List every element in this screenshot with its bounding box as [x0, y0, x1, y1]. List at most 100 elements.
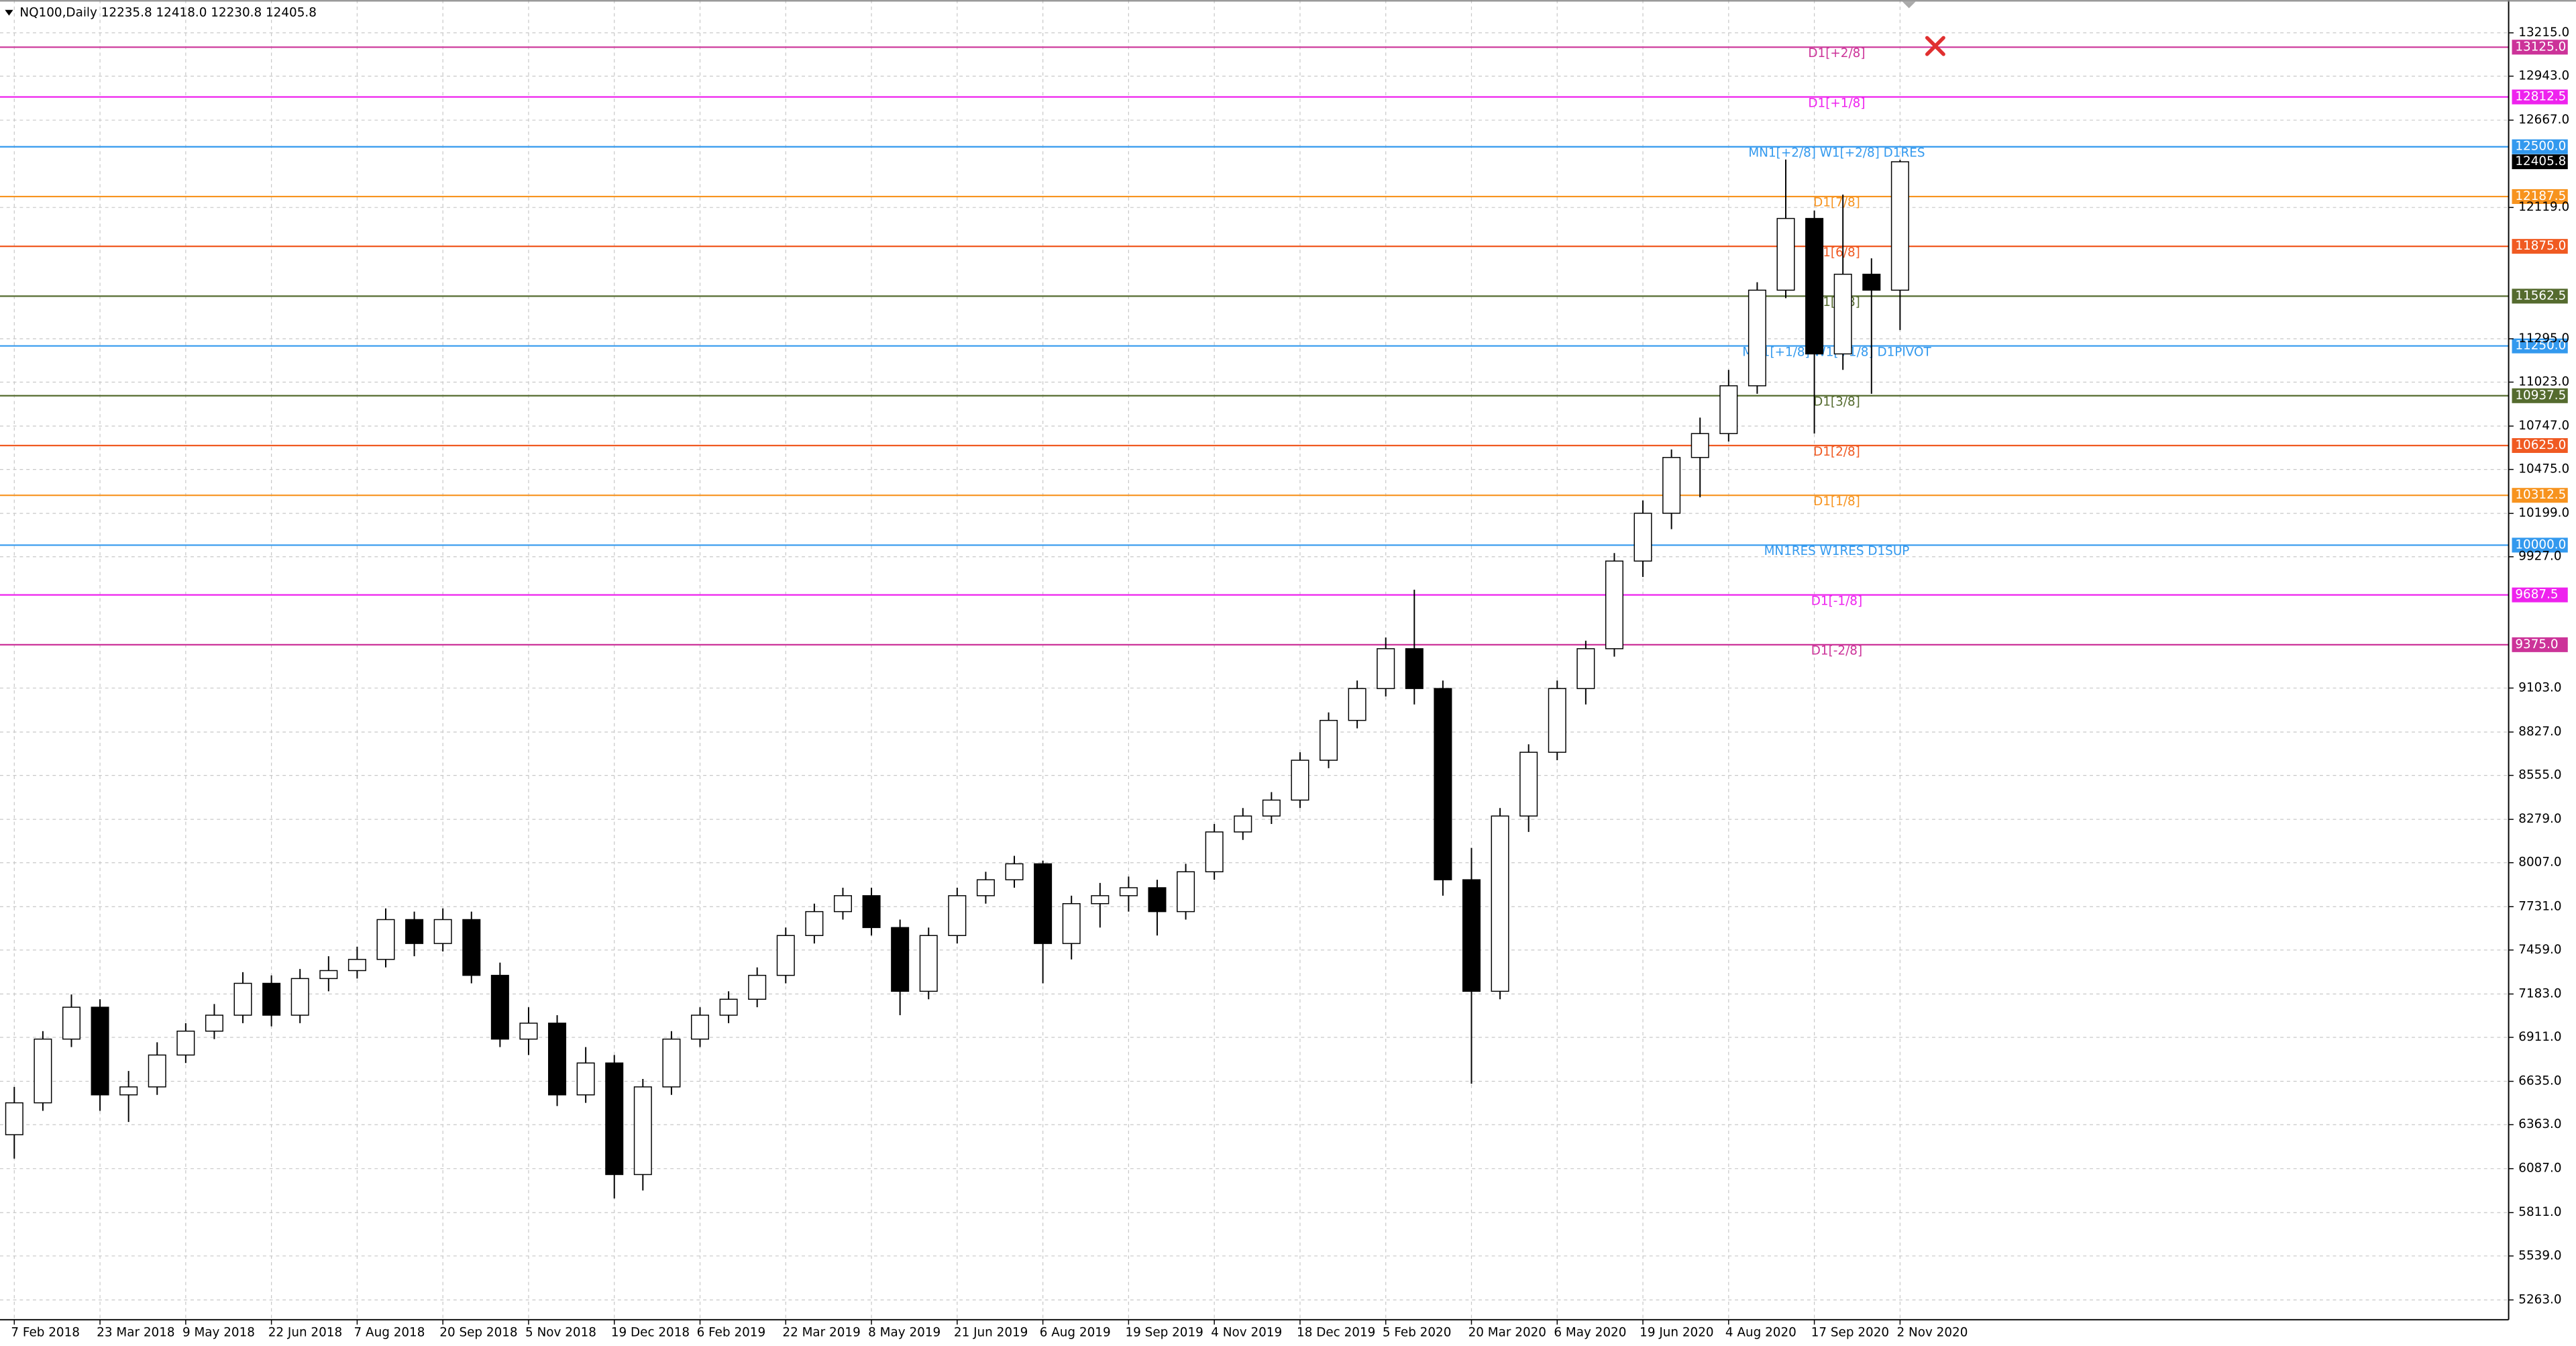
level-price-label: 13125.0	[2515, 40, 2566, 54]
candle-body	[1890, 161, 1909, 291]
candle-body	[1034, 863, 1053, 944]
level-label: D1[6/8]	[1813, 246, 1860, 260]
candle-body	[1262, 799, 1281, 817]
candle-body	[948, 895, 967, 936]
x-tick-label: 2 Nov 2020	[1896, 1325, 1968, 1339]
level-price-box	[2512, 139, 2568, 154]
level-price-label: 9687.5	[2515, 588, 2558, 602]
level-price-label: 10625.0	[2515, 438, 2566, 452]
candle-body	[1776, 217, 1795, 291]
candle-body	[519, 1023, 538, 1040]
x-tick-label: 6 Feb 2019	[697, 1325, 766, 1339]
x-tick-label: 7 Feb 2018	[11, 1325, 80, 1339]
candle-body	[919, 935, 938, 992]
x-tick-label: 5 Nov 2018	[525, 1325, 596, 1339]
candle-body	[1605, 560, 1623, 650]
candle-body	[1719, 385, 1738, 434]
candle-body	[1805, 217, 1824, 355]
level-label: MN1[+2/8] W1[+2/8] D1RES	[1748, 146, 1925, 160]
x-tick-label: 21 Jun 2019	[954, 1325, 1028, 1339]
level-price-box	[2512, 239, 2568, 254]
x-tick-label: 22 Mar 2019	[782, 1325, 860, 1339]
menu-triangle[interactable]	[5, 9, 13, 16]
candle-body	[1491, 815, 1509, 992]
level-price-box	[2512, 189, 2568, 204]
candle-body	[1148, 887, 1167, 913]
x-tick-label: 22 Jun 2018	[268, 1325, 342, 1339]
x-tick-label: 4 Aug 2020	[1725, 1325, 1796, 1339]
candle-body	[433, 919, 452, 944]
x-tick-label: 18 Dec 2019	[1297, 1325, 1375, 1339]
candle-body	[34, 1038, 52, 1104]
close-icon[interactable]	[1925, 36, 1945, 56]
level-label: MN1RES W1RES D1SUP	[1764, 544, 1910, 558]
candle-body	[405, 919, 424, 944]
candle-body	[262, 982, 281, 1016]
candle-body	[490, 974, 509, 1040]
y-tick-label: 11295.0	[2518, 331, 2569, 346]
level-price-box	[2512, 437, 2568, 454]
y-tick-label: 12943.0	[2518, 69, 2569, 83]
level-label: D1[-1/8]	[1811, 594, 1862, 608]
candle-body	[205, 1015, 223, 1032]
level-label: D1[+1/8]	[1808, 96, 1865, 110]
x-tick-label: 9 May 2018	[182, 1325, 255, 1339]
level-price-box	[2512, 587, 2568, 603]
level-price-box	[2512, 488, 2568, 503]
candle-body	[1177, 871, 1195, 913]
candle-body	[1690, 433, 1709, 458]
candle-body	[862, 895, 881, 929]
candle-body	[148, 1054, 166, 1088]
x-tick-label: 7 Aug 2018	[354, 1325, 425, 1339]
level-price-label: 12500.0	[2515, 140, 2566, 154]
levels: D1[+2/8] 13125.0 D1[+1/8] 12812.5 MN1[+2/8] …	[0, 40, 2568, 658]
candle-body	[1091, 895, 1110, 904]
candle-body	[1462, 879, 1481, 992]
level-price-label: 9375.0	[2515, 637, 2558, 652]
y-tick-label: 10747.0	[2518, 419, 2569, 433]
level-label: D1[3/8]	[1813, 395, 1860, 409]
candle-body	[1833, 273, 1852, 355]
y-tick-label: 5539.0	[2518, 1249, 2561, 1263]
level-label: D1[1/8]	[1813, 495, 1860, 509]
candle-body	[376, 919, 395, 960]
candle-body	[1320, 719, 1338, 761]
x-tick-label: 19 Dec 2018	[611, 1325, 690, 1339]
candle-body	[91, 1006, 109, 1096]
y-tick-label: 6087.0	[2518, 1161, 2561, 1176]
candle-body	[776, 935, 795, 976]
candle-body	[1062, 903, 1081, 944]
y-tick-label: 10199.0	[2518, 506, 2569, 520]
x-tick-label: 20 Sep 2018	[439, 1325, 517, 1339]
last-price-label: 12405.8	[2515, 154, 2566, 168]
candle-body	[748, 974, 767, 1000]
candle-body	[1434, 688, 1452, 880]
candle-body	[833, 895, 852, 913]
level-price-box	[2512, 89, 2568, 105]
candle-body	[319, 970, 338, 980]
last-price-box	[2512, 154, 2568, 170]
candle-body	[719, 998, 738, 1016]
x-tick-label: 23 Mar 2018	[97, 1325, 174, 1339]
y-tick-label: 6911.0	[2518, 1030, 2561, 1044]
y-tick-label: 8007.0	[2518, 856, 2561, 870]
level-price-label: 11875.0	[2515, 239, 2566, 253]
candle-body	[1405, 648, 1424, 689]
candle-body	[347, 959, 366, 972]
x-tick-label: 17 Sep 2020	[1811, 1325, 1889, 1339]
candle-body	[605, 1062, 624, 1176]
candle-body	[1291, 760, 1309, 801]
candle-body	[290, 978, 309, 1016]
level-label: D1[+2/8]	[1808, 46, 1865, 60]
x-tick-label: 5 Feb 2020	[1383, 1325, 1452, 1339]
y-tick-label: 12119.0	[2518, 200, 2569, 214]
x-tick-label: 8 May 2019	[868, 1325, 941, 1339]
level-price-box	[2512, 338, 2568, 354]
y-tick-label: 7731.0	[2518, 899, 2561, 913]
level-price-label: 11562.5	[2515, 289, 2566, 303]
candle-body	[976, 879, 995, 896]
level-price-label: 10000.0	[2515, 537, 2566, 552]
level-price-label: 12812.5	[2515, 90, 2566, 104]
